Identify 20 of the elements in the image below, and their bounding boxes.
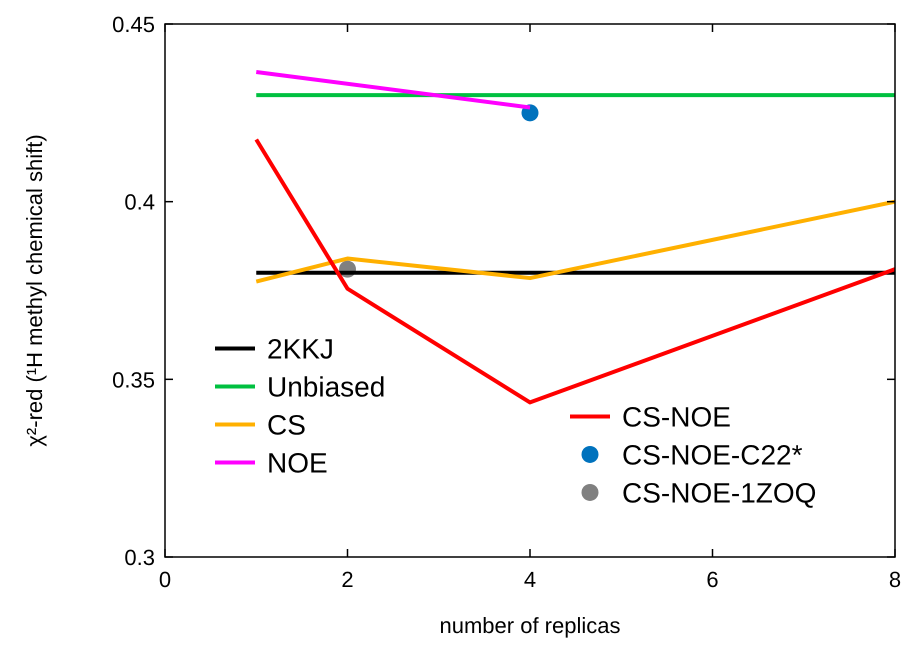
y-axis-title: χ²-red (¹H methyl chemical shift) [22,134,47,447]
y-tick-label: 0.4 [124,190,155,215]
legend-label: Unbiased [267,371,386,402]
line-series [254,200,895,284]
x-axis-title: number of replicas [440,613,620,638]
x-tick-label: 0 [158,567,172,592]
line-series [254,137,895,404]
y-tick-label: 0.35 [112,367,155,392]
y-tick-label: 0.3 [124,545,155,570]
x-tick-label: 2 [341,567,354,592]
x-tick-label: 8 [888,567,902,592]
legend-label: CS-NOE-1ZOQ [622,477,816,508]
legend-label: 2KKJ [267,333,334,364]
legend-label: CS-NOE-C22* [622,439,803,470]
y-tick-label: 0.45 [112,12,155,37]
legend-label: CS [267,409,306,440]
legend-label: NOE [267,447,328,478]
legend-label: CS-NOE [622,401,731,432]
x-tick-label: 4 [524,567,536,592]
x-tick-label: 6 [706,567,719,592]
